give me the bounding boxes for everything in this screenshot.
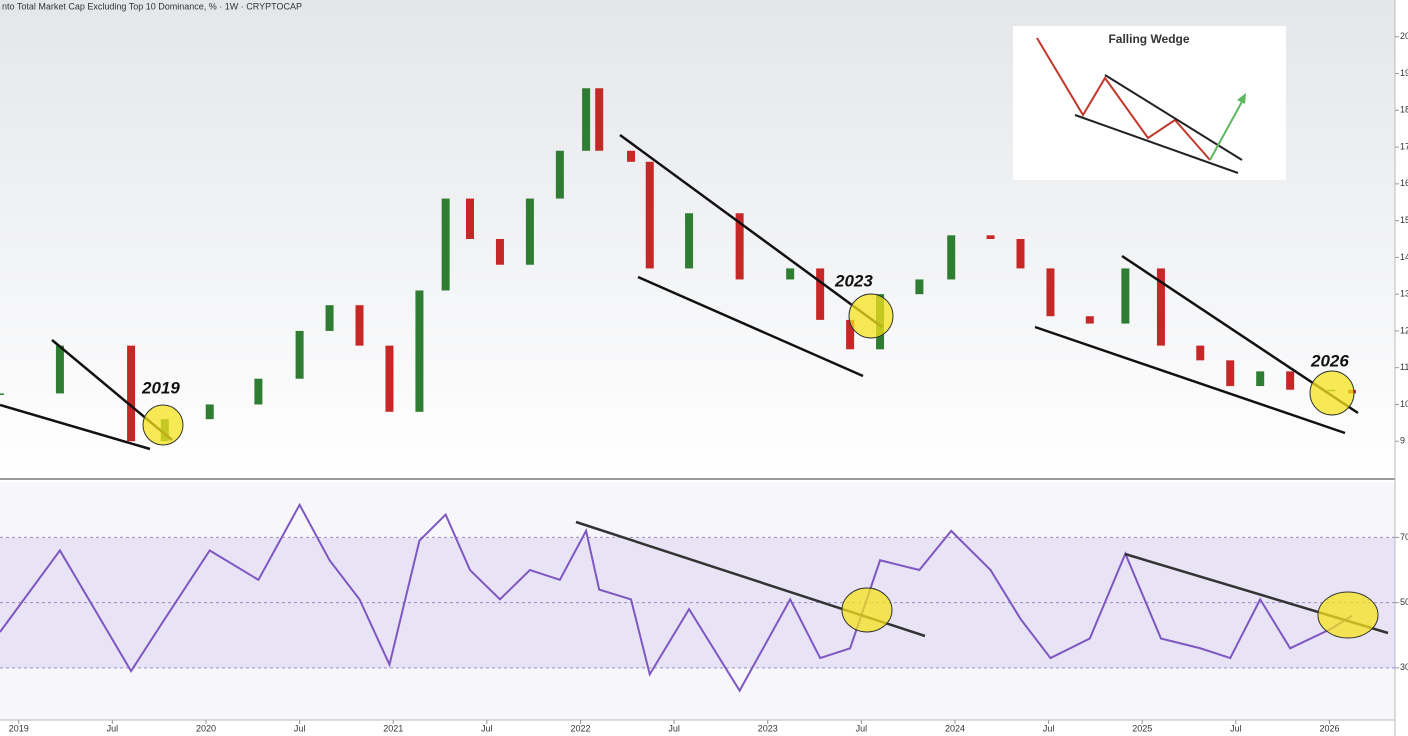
- candle: [1016, 239, 1025, 269]
- marks: 9 10 11 12 13 14 15 16 17 18 19 20 30 50 70 2019 Jul 2020…: [0, 31, 1408, 733]
- x-tick-label: 2026: [1319, 723, 1339, 733]
- candle: [555, 150, 564, 199]
- highlight-circle: [1317, 591, 1379, 639]
- x-tick-label: 2019: [9, 723, 29, 733]
- overlay: 2019 2023 2026 Falling Wedge: [0, 26, 1389, 639]
- candle: [986, 235, 995, 239]
- candle: [325, 305, 334, 331]
- x-tick-label: 2025: [1132, 723, 1152, 733]
- candle: [1156, 268, 1165, 346]
- candle: [582, 88, 591, 151]
- candle: [685, 213, 694, 269]
- x-tick-label: Jul: [107, 723, 119, 733]
- x-tick-label: Jul: [856, 723, 868, 733]
- inset-line: [1104, 74, 1243, 161]
- candle: [786, 268, 795, 280]
- y-tick-label: 70: [1400, 532, 1408, 542]
- candle: [645, 161, 654, 269]
- candle: [846, 319, 855, 350]
- trend-line: [619, 133, 883, 329]
- inset-arrow: [1209, 97, 1245, 161]
- y-tick-label: 30: [1400, 662, 1408, 672]
- annotation: 2023: [834, 271, 873, 290]
- candle: [55, 345, 64, 394]
- y-tick-label: 14: [1400, 252, 1408, 262]
- x-tick-label: 2022: [570, 723, 590, 733]
- y-tick-label: 10: [1400, 399, 1408, 409]
- y-tick-label: 16: [1400, 178, 1408, 188]
- y-tick-label: 15: [1400, 215, 1408, 225]
- x-tick-label: Jul: [481, 723, 493, 733]
- candle: [0, 393, 4, 395]
- candle: [1256, 371, 1265, 387]
- candle: [1046, 268, 1055, 317]
- candle: [1286, 371, 1295, 390]
- candle: [205, 404, 214, 420]
- trend-line: [637, 275, 864, 378]
- y-tick-label: 13: [1400, 289, 1408, 299]
- y-tick-label: 9: [1400, 436, 1405, 446]
- candle: [1226, 360, 1235, 387]
- candle: [415, 290, 424, 412]
- x-tick-label: Jul: [668, 723, 680, 733]
- y-tick-label: 12: [1400, 325, 1408, 335]
- candle: [495, 239, 504, 265]
- candle: [1085, 316, 1094, 324]
- highlight-circle: [1309, 370, 1355, 416]
- highlight-circle: [848, 293, 894, 339]
- candle: [465, 198, 474, 239]
- y-tick-label: 50: [1400, 597, 1408, 607]
- inset-zigzag: [1036, 37, 1211, 161]
- candle: [1121, 268, 1130, 324]
- rsi-line: [0, 502, 1353, 693]
- inset-line: [1074, 114, 1239, 174]
- annotation: 2026: [1310, 351, 1349, 370]
- highlight-circle: [142, 404, 184, 446]
- annotation: 2019: [141, 378, 180, 397]
- y-tick-label: 11: [1400, 362, 1408, 372]
- highlight-circle: [841, 587, 893, 633]
- inset-title: Falling Wedge: [1108, 32, 1189, 46]
- candle: [947, 235, 956, 280]
- symbol-title: nto Total Market Cap Excluding Top 10 Do…: [2, 1, 302, 11]
- x-tick-label: 2021: [383, 723, 403, 733]
- candle: [355, 305, 364, 346]
- y-tick-label: 18: [1400, 105, 1408, 115]
- candle: [525, 198, 534, 265]
- trend-line: [0, 403, 151, 451]
- x-tick-label: 2023: [758, 723, 778, 733]
- candle: [385, 345, 394, 412]
- candle: [295, 330, 304, 379]
- candle: [627, 150, 636, 162]
- y-tick-label: 17: [1400, 141, 1408, 151]
- candle: [1196, 345, 1205, 361]
- candle: [127, 345, 136, 442]
- candle: [254, 378, 263, 405]
- candle: [915, 279, 924, 295]
- x-tick-label: 2020: [196, 723, 216, 733]
- candle: [595, 88, 604, 151]
- candle: [816, 268, 825, 320]
- inset-arrowhead: [1237, 93, 1246, 104]
- x-tick-label: Jul: [1230, 723, 1242, 733]
- y-tick-label: 19: [1400, 68, 1408, 78]
- y-tick-label: 20: [1400, 31, 1408, 41]
- x-tick-label: Jul: [1043, 723, 1055, 733]
- trend-line: [1034, 325, 1346, 435]
- candle: [441, 198, 450, 291]
- candle: [735, 213, 744, 280]
- x-tick-label: 2024: [945, 723, 965, 733]
- x-tick-label: Jul: [294, 723, 306, 733]
